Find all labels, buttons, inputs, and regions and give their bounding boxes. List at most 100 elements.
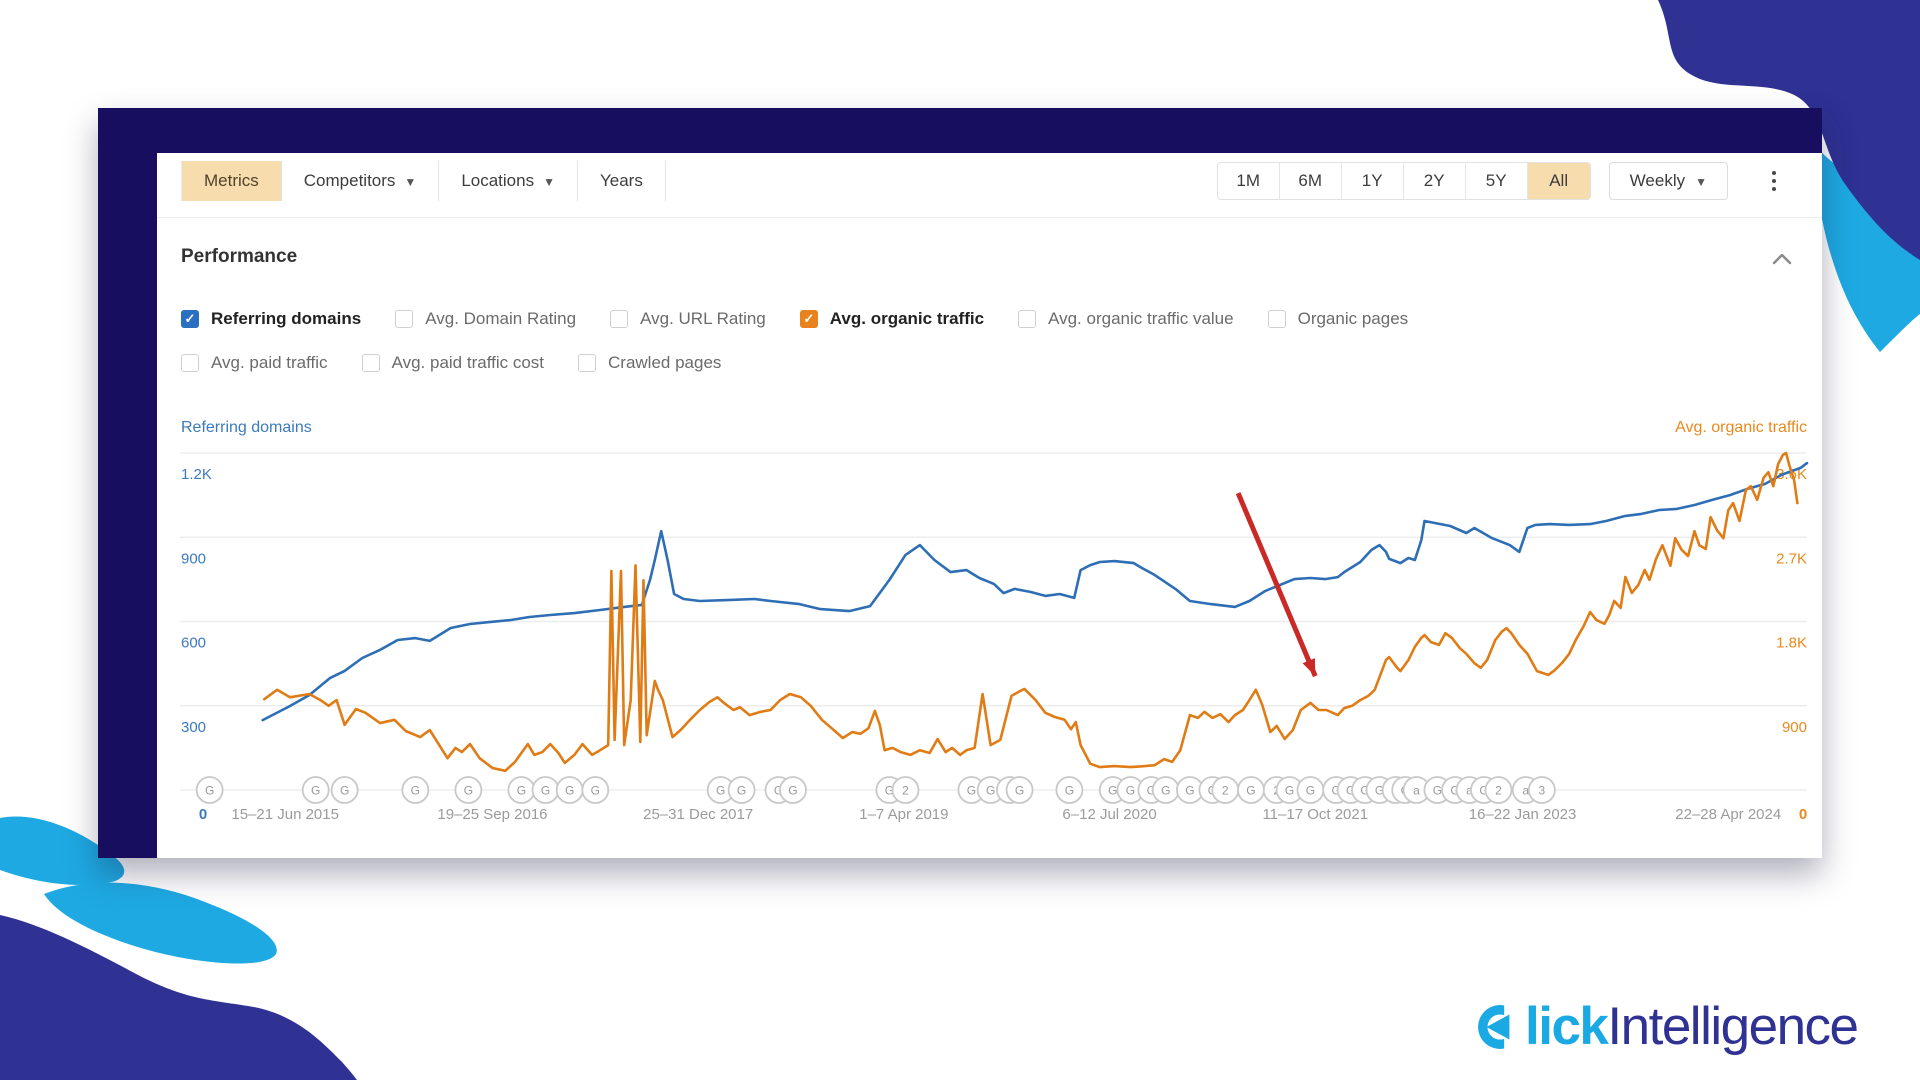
range-button-6m[interactable]: 6M (1279, 163, 1342, 199)
metric-toggle[interactable]: Avg. Domain Rating (395, 309, 576, 329)
checkbox-icon[interactable] (395, 310, 414, 328)
range-button-1y[interactable]: 1Y (1341, 163, 1404, 199)
update-marker-label: G (1161, 784, 1170, 798)
tab-competitors-label: Competitors (303, 171, 396, 190)
update-marker-label: G (1331, 784, 1340, 798)
update-marker-icon[interactable] (330, 776, 359, 804)
update-marker-icon[interactable] (301, 776, 330, 804)
logo-c-arrow-icon (1478, 1003, 1523, 1050)
interval-dropdown[interactable]: Weekly ▼ (1608, 162, 1728, 200)
toolbar: Metrics Competitors ▼ Locations ▼ Years (157, 161, 1822, 205)
update-marker-label: G (986, 784, 995, 798)
update-marker-label: G (1346, 784, 1355, 798)
left-axis-title: Referring domains (181, 419, 312, 436)
checkbox-checked-icon[interactable]: ✓ (799, 310, 818, 328)
metric-toggle-label: Crawled pages (608, 353, 722, 372)
tab-locations-label: Locations (461, 171, 535, 190)
x-axis-tick: 11–17 Oct 2021 (1262, 806, 1368, 823)
metric-toggle[interactable]: Avg. paid traffic cost (361, 353, 544, 373)
chevron-up-icon[interactable] (1772, 252, 1792, 270)
metric-toggle[interactable]: Avg. URL Rating (610, 309, 766, 329)
kebab-menu-icon[interactable] (1768, 167, 1780, 195)
chevron-down-icon: ▼ (1695, 175, 1707, 189)
update-marker-label: G (788, 784, 797, 798)
cyan-blob-accent (1812, 140, 1920, 352)
range-button-1m[interactable]: 1M (1217, 163, 1280, 199)
update-marker-label: G (1433, 784, 1442, 798)
metric-toggle[interactable]: Organic pages (1267, 309, 1409, 329)
checkbox-icon[interactable] (1267, 310, 1286, 328)
tab-competitors[interactable]: Competitors ▼ (281, 161, 440, 201)
checkbox-icon[interactable] (610, 310, 629, 328)
update-marker-label: G (311, 784, 320, 798)
checkbox-icon[interactable] (578, 354, 597, 372)
update-marker-icon[interactable] (581, 776, 610, 804)
update-marker-label: a (1466, 784, 1473, 798)
update-marker-label: G (517, 784, 526, 798)
tab-metrics-label: Metrics (204, 171, 259, 190)
range-button-2y[interactable]: 2Y (1403, 163, 1466, 199)
divider (157, 217, 1822, 218)
red-arrow-annotation (1235, 492, 1318, 678)
update-marker-label: G (716, 784, 725, 798)
right-axis-tick: 900 (1782, 719, 1807, 736)
dashboard-screenshot-card: Metrics Competitors ▼ Locations ▼ Years (157, 153, 1822, 858)
update-marker-icon[interactable] (1527, 776, 1556, 804)
update-marker-label: 2 (1495, 784, 1502, 798)
logo-intelligence: Intelligence (1607, 997, 1859, 1056)
update-marker-icon[interactable] (779, 776, 807, 804)
update-marker-label: G (464, 784, 473, 798)
date-range-segmented-control: 1M 6M 1Y 2Y 5Y All (1216, 162, 1591, 200)
x-axis-tick: 15–21 Jun 2015 (231, 806, 339, 823)
tab-years[interactable]: Years (577, 161, 666, 201)
metric-toggle-label: Organic pages (1297, 309, 1409, 328)
right-axis-title: Avg. organic traffic (1675, 419, 1807, 436)
update-marker-icon[interactable] (1005, 776, 1034, 804)
toolbar-range-controls: 1M 6M 1Y 2Y 5Y All Weekly ▼ (1216, 161, 1780, 201)
tab-locations[interactable]: Locations ▼ (439, 161, 578, 201)
update-marker-label: G (1306, 784, 1315, 798)
section-title: Performance (181, 246, 298, 267)
metric-toggle[interactable]: ✓ Referring domains (181, 309, 361, 329)
update-marker-icon[interactable] (454, 776, 483, 804)
range-button-5y[interactable]: 5Y (1465, 163, 1528, 199)
update-marker-label: G (1285, 784, 1294, 798)
update-marker-icon[interactable] (195, 776, 224, 804)
update-marker-icon[interactable] (401, 776, 430, 804)
update-marker-label: G (1375, 784, 1384, 798)
update-marker-label: a (1413, 784, 1420, 798)
update-marker-label: G (885, 784, 894, 798)
checkbox-checked-icon[interactable]: ✓ (181, 310, 199, 328)
series-line-organic-traffic (263, 451, 1799, 773)
x-axis-tick: 19–25 Sep 2016 (437, 806, 547, 823)
metric-toggle[interactable]: ✓ Avg. organic traffic (799, 309, 984, 329)
left-axis-tick: 300 (181, 719, 206, 736)
metric-toggle[interactable]: Avg. organic traffic value (1018, 309, 1234, 329)
update-marker-label: 2 (902, 784, 909, 798)
update-marker-label: G (1126, 784, 1135, 798)
update-marker-label: 2 (1222, 784, 1229, 798)
update-marker-icon[interactable] (1484, 776, 1513, 804)
interval-label: Weekly (1629, 171, 1686, 190)
update-marker-icon[interactable] (1055, 776, 1084, 804)
range-button-all[interactable]: All (1527, 163, 1590, 199)
checkbox-icon[interactable] (361, 354, 380, 372)
metric-toggle[interactable]: Crawled pages (578, 353, 721, 373)
series-line-referring-domains (261, 461, 1809, 722)
checkbox-icon[interactable] (181, 354, 199, 372)
update-marker-icon[interactable] (891, 776, 920, 804)
update-marker-label: G (591, 784, 600, 798)
update-marker-label: G (411, 784, 420, 798)
update-marker-label: G (967, 784, 976, 798)
metric-toggle[interactable]: Avg. paid traffic (181, 353, 328, 373)
logo-click-rest: lick (1525, 997, 1609, 1056)
cyan-blob (44, 882, 277, 964)
left-axis-tick: 1.2K (181, 466, 212, 483)
tab-metrics[interactable]: Metrics (182, 161, 282, 201)
update-marker-label: G (1065, 784, 1074, 798)
update-marker-label: G (1108, 784, 1117, 798)
checkbox-icon[interactable] (1018, 310, 1037, 328)
update-marker-icon[interactable] (727, 776, 756, 804)
